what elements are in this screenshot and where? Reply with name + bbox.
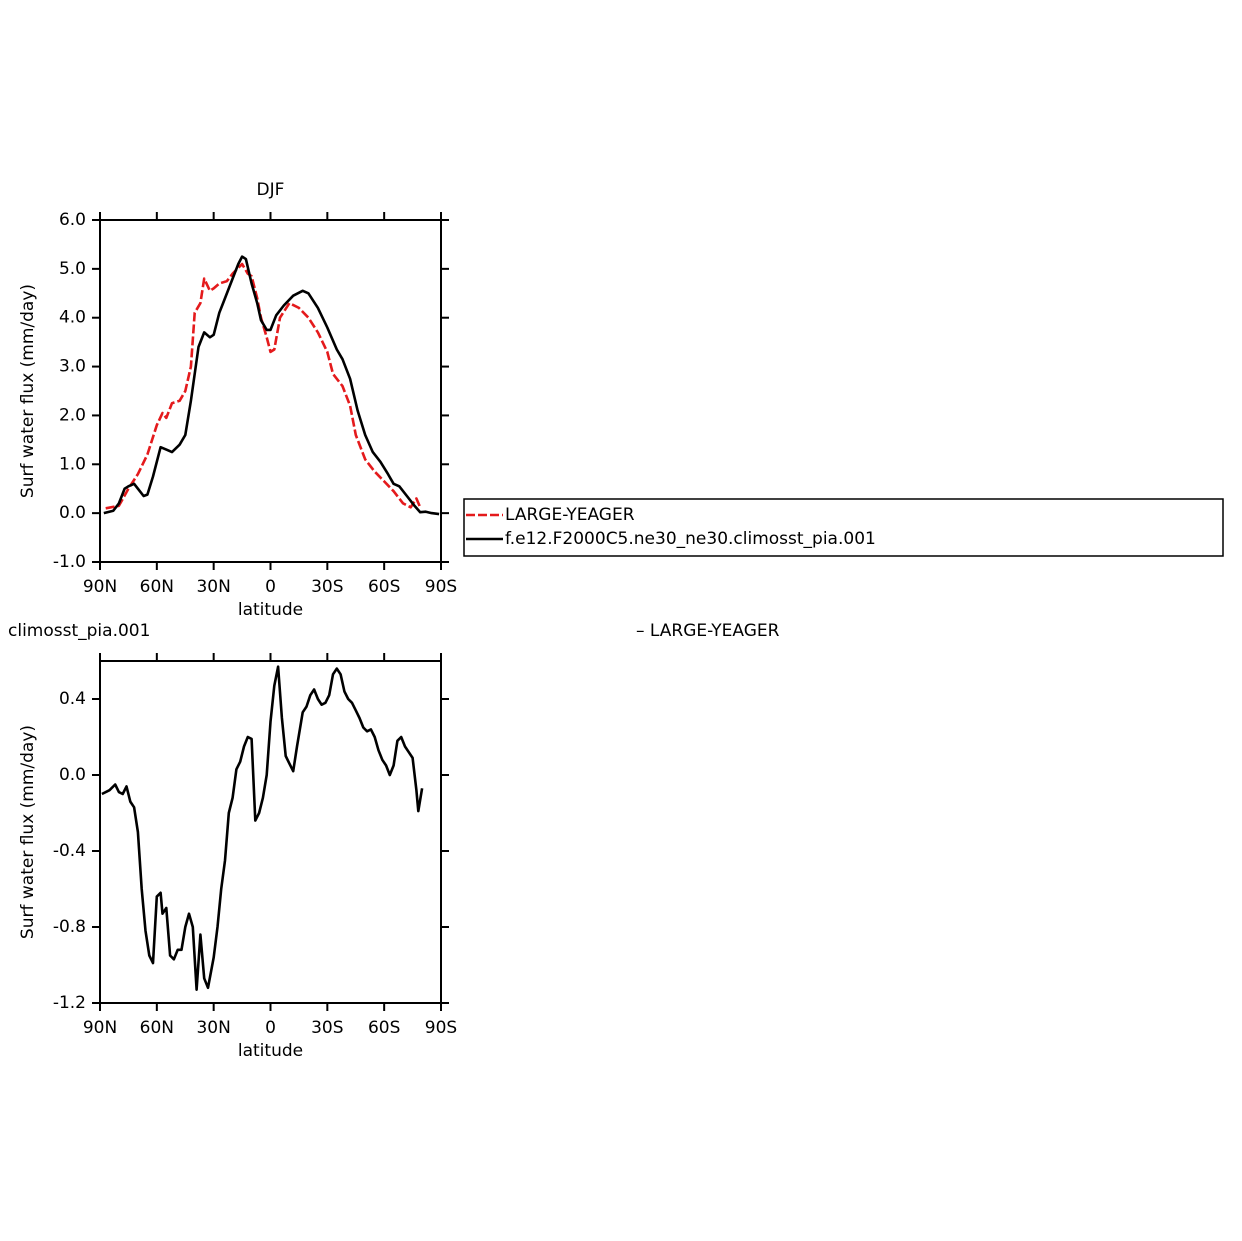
x-tick-label: 30N xyxy=(196,1018,230,1038)
x-tick-label: 60N xyxy=(140,1018,174,1038)
y-tick-label: 5.0 xyxy=(59,259,86,279)
x-tick-label: 90S xyxy=(425,577,457,597)
y-tick-label: 0.0 xyxy=(59,765,86,785)
series-line xyxy=(103,255,440,516)
y-tick-label: 4.0 xyxy=(59,308,86,328)
y-tick-label: 0.4 xyxy=(59,689,86,709)
y-tick-label: 6.0 xyxy=(59,210,86,230)
chart-title: DJF xyxy=(257,180,285,200)
x-tick-label: 0 xyxy=(265,577,276,597)
chart-title: climosst_pia.001 xyxy=(8,621,150,641)
x-tick-label: 30S xyxy=(311,577,343,597)
x-tick-label: 90N xyxy=(83,1018,117,1038)
plot-frame xyxy=(99,219,442,563)
y-tick-label: 0.0 xyxy=(59,503,86,523)
y-tick-label: -1.0 xyxy=(53,552,86,572)
y-tick-label: 3.0 xyxy=(59,357,86,377)
y-tick-label: -0.4 xyxy=(53,841,86,861)
x-tick-label: 30S xyxy=(311,1018,343,1038)
y-axis-label: Surf water flux (mm/day) xyxy=(18,284,38,498)
y-tick-label: -1.2 xyxy=(53,993,86,1013)
legend-label: LARGE-YEAGER xyxy=(505,505,635,525)
series-line xyxy=(105,262,422,510)
x-tick-label: 60S xyxy=(368,577,400,597)
x-tick-label: 0 xyxy=(265,1018,276,1038)
x-tick-label: 60N xyxy=(140,577,174,597)
y-tick-label: -0.8 xyxy=(53,917,86,937)
x-tick-label: 90N xyxy=(83,577,117,597)
chart-subtitle: – LARGE-YEAGER xyxy=(636,621,780,641)
x-tick-label: 60S xyxy=(368,1018,400,1038)
series-line xyxy=(101,665,424,991)
y-tick-label: 1.0 xyxy=(59,454,86,474)
x-axis-label: latitude xyxy=(238,600,303,620)
x-axis-label: latitude xyxy=(238,1041,303,1061)
legend-label: f.e12.F2000C5.ne30_ne30.climosst_pia.001 xyxy=(505,529,876,549)
y-tick-label: 2.0 xyxy=(59,405,86,425)
legend-box xyxy=(463,498,1224,557)
y-axis-label: Surf water flux (mm/day) xyxy=(18,725,38,939)
x-tick-label: 30N xyxy=(196,577,230,597)
x-tick-label: 90S xyxy=(425,1018,457,1038)
